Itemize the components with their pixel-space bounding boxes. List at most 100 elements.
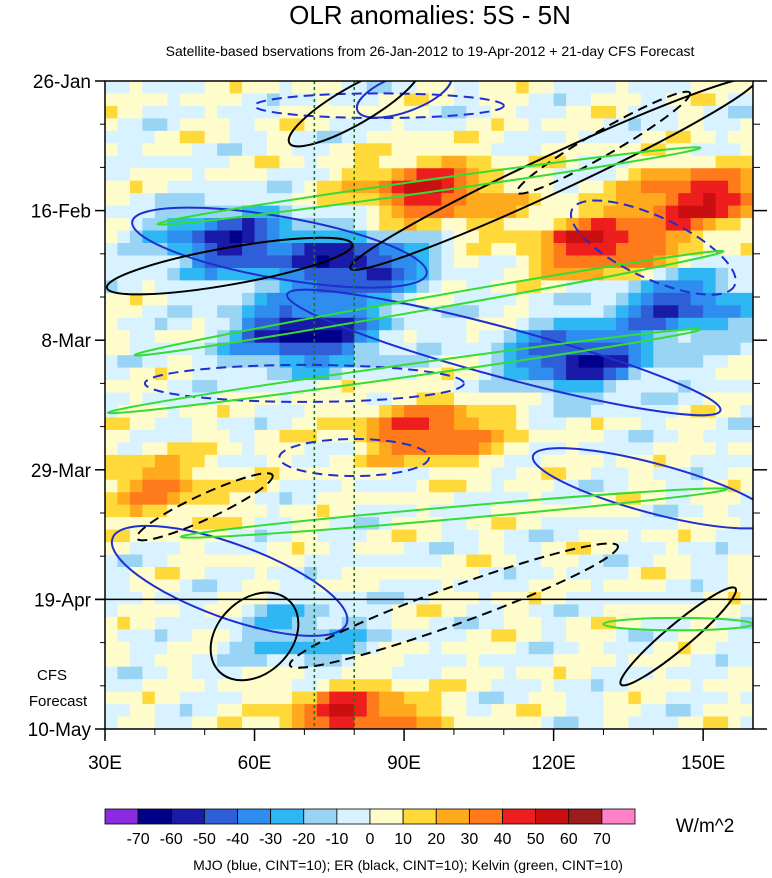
field-cell xyxy=(154,130,168,144)
field-cell xyxy=(167,616,181,630)
field-cell xyxy=(591,230,605,244)
field-cell xyxy=(628,230,642,244)
field-cell xyxy=(678,504,692,518)
field-cell xyxy=(179,180,193,194)
field-cell xyxy=(366,604,380,618)
field-cell xyxy=(404,542,418,556)
field-cell xyxy=(304,442,318,456)
field-cell xyxy=(105,479,119,493)
field-cell xyxy=(117,243,131,257)
field-cell xyxy=(391,218,405,232)
field-cell xyxy=(316,704,330,718)
field-cell xyxy=(678,591,692,605)
field-cell xyxy=(379,317,393,331)
field-cell xyxy=(267,567,281,581)
field-cell xyxy=(591,704,605,718)
field-cell xyxy=(217,654,231,668)
field-cell xyxy=(728,405,742,419)
field-cell xyxy=(204,155,218,169)
field-cell xyxy=(603,679,617,693)
field-cell xyxy=(316,292,330,306)
field-cell xyxy=(242,155,256,169)
field-cell xyxy=(466,405,480,419)
field-cell xyxy=(453,554,467,568)
field-cell xyxy=(703,230,717,244)
field-cell xyxy=(528,629,542,643)
field-cell xyxy=(728,243,742,257)
field-cell xyxy=(379,267,393,281)
field-cell xyxy=(179,604,193,618)
field-cell xyxy=(665,529,679,543)
field-cell xyxy=(740,355,753,369)
field-cell xyxy=(229,218,243,232)
field-cell xyxy=(578,93,592,107)
field-cell xyxy=(740,405,753,419)
field-cell xyxy=(528,641,542,655)
field-cell xyxy=(404,616,418,630)
field-cell xyxy=(154,467,168,481)
field-cell xyxy=(690,616,704,630)
field-cell xyxy=(279,180,293,194)
field-cell xyxy=(640,417,654,431)
colorbar-label: -30 xyxy=(259,831,282,848)
field-cell xyxy=(404,716,418,729)
field-cell xyxy=(541,554,555,568)
field-cell xyxy=(329,579,343,593)
field-cell xyxy=(192,93,206,107)
field-cell xyxy=(591,429,605,443)
field-cell xyxy=(192,380,206,394)
field-cell xyxy=(703,355,717,369)
field-cell xyxy=(728,118,742,132)
field-cell xyxy=(628,629,642,643)
field-cell xyxy=(279,579,293,593)
field-cell xyxy=(391,417,405,431)
field-cell xyxy=(329,479,343,493)
field-cell xyxy=(242,429,256,443)
field-cell xyxy=(217,168,231,182)
field-cell xyxy=(329,405,343,419)
field-cell xyxy=(665,429,679,443)
field-cell xyxy=(665,504,679,518)
x-tick-label: 90E xyxy=(387,753,421,774)
field-cell xyxy=(416,143,430,157)
field-cell xyxy=(279,292,293,306)
field-cell xyxy=(603,429,617,443)
field-cell xyxy=(154,305,168,319)
field-cell xyxy=(416,155,430,169)
field-cell xyxy=(628,392,642,406)
field-cell xyxy=(179,679,193,693)
field-cell xyxy=(690,454,704,468)
field-cell xyxy=(366,355,380,369)
field-cell xyxy=(105,367,119,381)
field-cell xyxy=(678,342,692,356)
field-cell xyxy=(528,429,542,443)
mjo-contour xyxy=(355,81,453,119)
field-cell xyxy=(341,130,355,144)
field-cell xyxy=(341,267,355,281)
field-cell xyxy=(640,654,654,668)
field-cell xyxy=(503,155,517,169)
field-cell xyxy=(690,330,704,344)
field-cell xyxy=(366,155,380,169)
field-cell xyxy=(341,342,355,356)
field-cell xyxy=(541,118,555,132)
field-cell xyxy=(528,691,542,705)
field-cell xyxy=(254,118,268,132)
field-cell xyxy=(217,230,231,244)
field-cell xyxy=(117,467,131,481)
field-cell xyxy=(728,305,742,319)
field-cell xyxy=(466,629,480,643)
field-cell xyxy=(478,442,492,456)
field-cell xyxy=(304,292,318,306)
field-cell xyxy=(167,118,181,132)
field-cell xyxy=(528,105,542,119)
field-cell xyxy=(728,554,742,568)
field-cell xyxy=(117,342,131,356)
field-cell xyxy=(665,629,679,643)
field-cell xyxy=(291,666,305,680)
field-cell xyxy=(267,429,281,443)
field-cell xyxy=(154,267,168,281)
field-cell xyxy=(254,629,268,643)
field-cell xyxy=(416,218,430,232)
field-cell xyxy=(429,504,443,518)
